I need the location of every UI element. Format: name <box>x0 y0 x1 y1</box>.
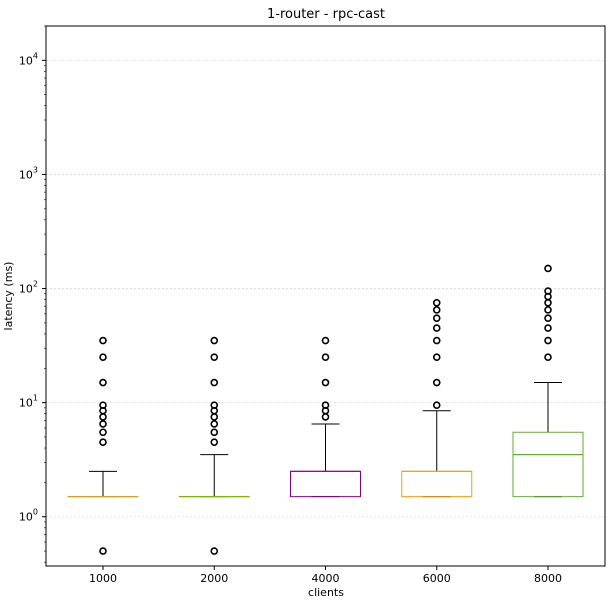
outlier-point <box>210 336 219 345</box>
outlier-point <box>544 264 552 273</box>
y-tick-label: 100 <box>19 508 38 524</box>
box <box>290 470 361 498</box>
y-axis-label: latency (ms) <box>2 262 15 331</box>
outlier-point <box>432 336 441 345</box>
outlier-point <box>321 378 330 387</box>
outlier-point <box>544 306 552 314</box>
box-group-8000 <box>512 264 584 498</box>
outlier-point <box>210 438 219 447</box>
outlier-point <box>544 324 552 332</box>
box <box>512 431 584 498</box>
outlier-point <box>210 378 219 387</box>
box-group-1000 <box>67 336 139 555</box>
x-axis-label: clients <box>308 586 344 599</box>
outlier-point <box>544 314 552 322</box>
outlier-point <box>432 306 441 314</box>
outlier-point <box>432 401 441 409</box>
y-tick-label: 104 <box>19 51 38 67</box>
outlier-point <box>99 428 107 437</box>
y-tick-label: 101 <box>19 394 38 410</box>
x-axis: 1000 2000 4000 6000 8000 <box>89 566 562 585</box>
outlier-point <box>432 378 441 387</box>
outlier-point <box>544 287 552 295</box>
outlier-point <box>321 413 330 421</box>
boxes-layer <box>67 264 584 555</box>
outlier-point <box>432 314 441 322</box>
x-tick-label: 4000 <box>312 572 340 585</box>
y-tick-label: 103 <box>19 165 38 181</box>
box-group-2000 <box>178 336 250 555</box>
outlier-point <box>544 298 552 307</box>
x-tick-label: 8000 <box>534 572 562 585</box>
outlier-point <box>99 420 107 428</box>
outlier-point <box>99 378 107 387</box>
outlier-point <box>210 413 219 421</box>
outlier-point <box>210 420 219 428</box>
outlier-point <box>321 353 330 362</box>
grid-lines <box>46 59 605 518</box>
outlier-point <box>321 336 330 345</box>
outlier-point <box>544 353 552 362</box>
outlier-point <box>99 401 107 409</box>
outlier-point <box>210 401 219 409</box>
outlier-point <box>99 336 107 345</box>
outlier-point <box>432 353 441 362</box>
box-group-6000 <box>401 298 473 498</box>
outlier-point <box>99 547 107 555</box>
outlier-point <box>99 353 107 362</box>
box <box>401 470 473 498</box>
outlier-point <box>321 401 330 409</box>
outlier-point <box>432 324 441 332</box>
chart-title: 1-router - rpc-cast <box>267 7 385 22</box>
outlier-point <box>99 413 107 421</box>
plot-frame <box>45 25 606 567</box>
x-tick-label: 6000 <box>423 572 451 585</box>
outlier-point <box>432 298 441 307</box>
outlier-point <box>99 438 107 447</box>
y-axis: 100 101 102 103 104 <box>19 25 46 563</box>
outlier-point <box>210 428 219 437</box>
outlier-point <box>210 353 219 362</box>
box-group-4000 <box>290 336 361 498</box>
outlier-point <box>544 336 552 345</box>
y-tick-label: 102 <box>19 280 38 296</box>
outlier-point <box>210 547 219 555</box>
x-tick-label: 2000 <box>200 572 228 585</box>
x-tick-label: 1000 <box>89 572 117 585</box>
